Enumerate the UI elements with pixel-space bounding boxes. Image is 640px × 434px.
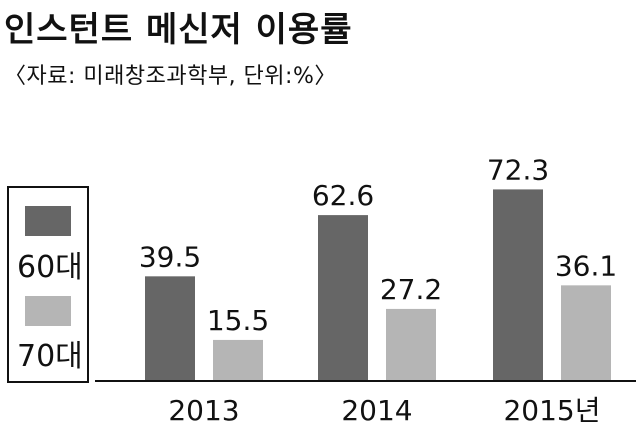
value-label-60s-2013: 39.5 xyxy=(139,240,201,273)
category-label-2014: 2014 xyxy=(341,394,412,427)
category-label-2013: 2013 xyxy=(168,394,239,427)
bar-70s-2013 xyxy=(213,339,263,381)
chart-title: 인스턴트 메신저 이용률 xyxy=(4,10,353,50)
legend-label-70s: 70대 xyxy=(17,339,83,374)
labels-group: 39.515.5 2013 62.6 27.2 2014 72.3 36.1 2015년 xyxy=(139,153,617,427)
value-label-70s-2014: 27.2 xyxy=(380,273,442,306)
value-label-70s-2013: 15.5 xyxy=(207,304,269,337)
bar-60s-2013 xyxy=(145,276,195,381)
bar-60s-2015 xyxy=(493,189,543,381)
legend-swatch-60s xyxy=(25,206,71,236)
chart-source-note: 〈자료: 미래창조과학부, 단위:%〉 xyxy=(4,64,337,89)
bars-group xyxy=(145,189,611,381)
bar-60s-2014 xyxy=(318,215,368,381)
legend-label-60s: 60대 xyxy=(17,250,83,285)
value-label-60s-2015: 72.3 xyxy=(487,153,549,186)
legend-swatch-70s xyxy=(25,296,71,326)
bar-70s-2015 xyxy=(561,285,611,381)
legend: 60대 70대 xyxy=(7,186,89,383)
value-label-70s-2015: 36.1 xyxy=(555,249,617,282)
category-label-2015: 2015년 xyxy=(503,394,600,427)
bar-70s-2014 xyxy=(386,308,436,381)
value-label-60s-2014: 62.6 xyxy=(312,179,374,212)
